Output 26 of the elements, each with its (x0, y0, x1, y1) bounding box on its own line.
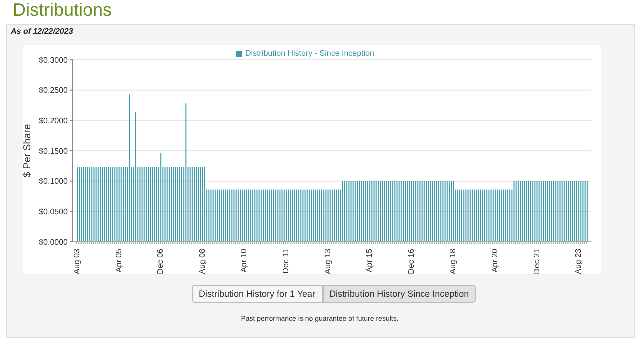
x-tick-label: Aug 03 (72, 248, 82, 274)
y-tick-label: $0.0500 (39, 208, 69, 217)
y-tick-label: $0.2000 (39, 116, 69, 126)
legend-label: Distribution History - Since Inception (246, 49, 374, 58)
x-tick-label: Dec 21 (532, 248, 542, 274)
x-tick-label: Apr 10 (240, 248, 249, 273)
x-tick-label: Apr 15 (365, 248, 374, 273)
x-tick-label: Aug 13 (323, 248, 332, 274)
x-tick-label: Aug 18 (448, 248, 458, 274)
y-tick-label: $0.2500 (39, 86, 69, 96)
y-tick-label: $0.1000 (39, 177, 69, 186)
x-tick-label: Dec 11 (282, 248, 291, 274)
x-tick-label: Dec 16 (406, 248, 416, 274)
y-axis-title: $ Per Share (22, 124, 34, 178)
y-tick-label: $0.3000 (39, 56, 69, 65)
x-tick-label: Apr 05 (114, 248, 124, 273)
x-tick-label: Aug 23 (574, 248, 584, 274)
y-tick-label: $0.1500 (39, 146, 69, 156)
chart-subtitle: As of 12/22/2023 (11, 27, 74, 36)
y-tick-label: $0.0000 (39, 238, 69, 247)
x-tick-label: Apr 20 (490, 248, 500, 273)
chart-title: Distributions (13, 0, 112, 21)
text: Distribution History Since Inception (322, 285, 476, 303)
x-tick-label: Dec 06 (156, 248, 166, 274)
x-tick-label: Aug 08 (198, 248, 207, 274)
text: Distribution History for 1 Year (192, 285, 323, 303)
